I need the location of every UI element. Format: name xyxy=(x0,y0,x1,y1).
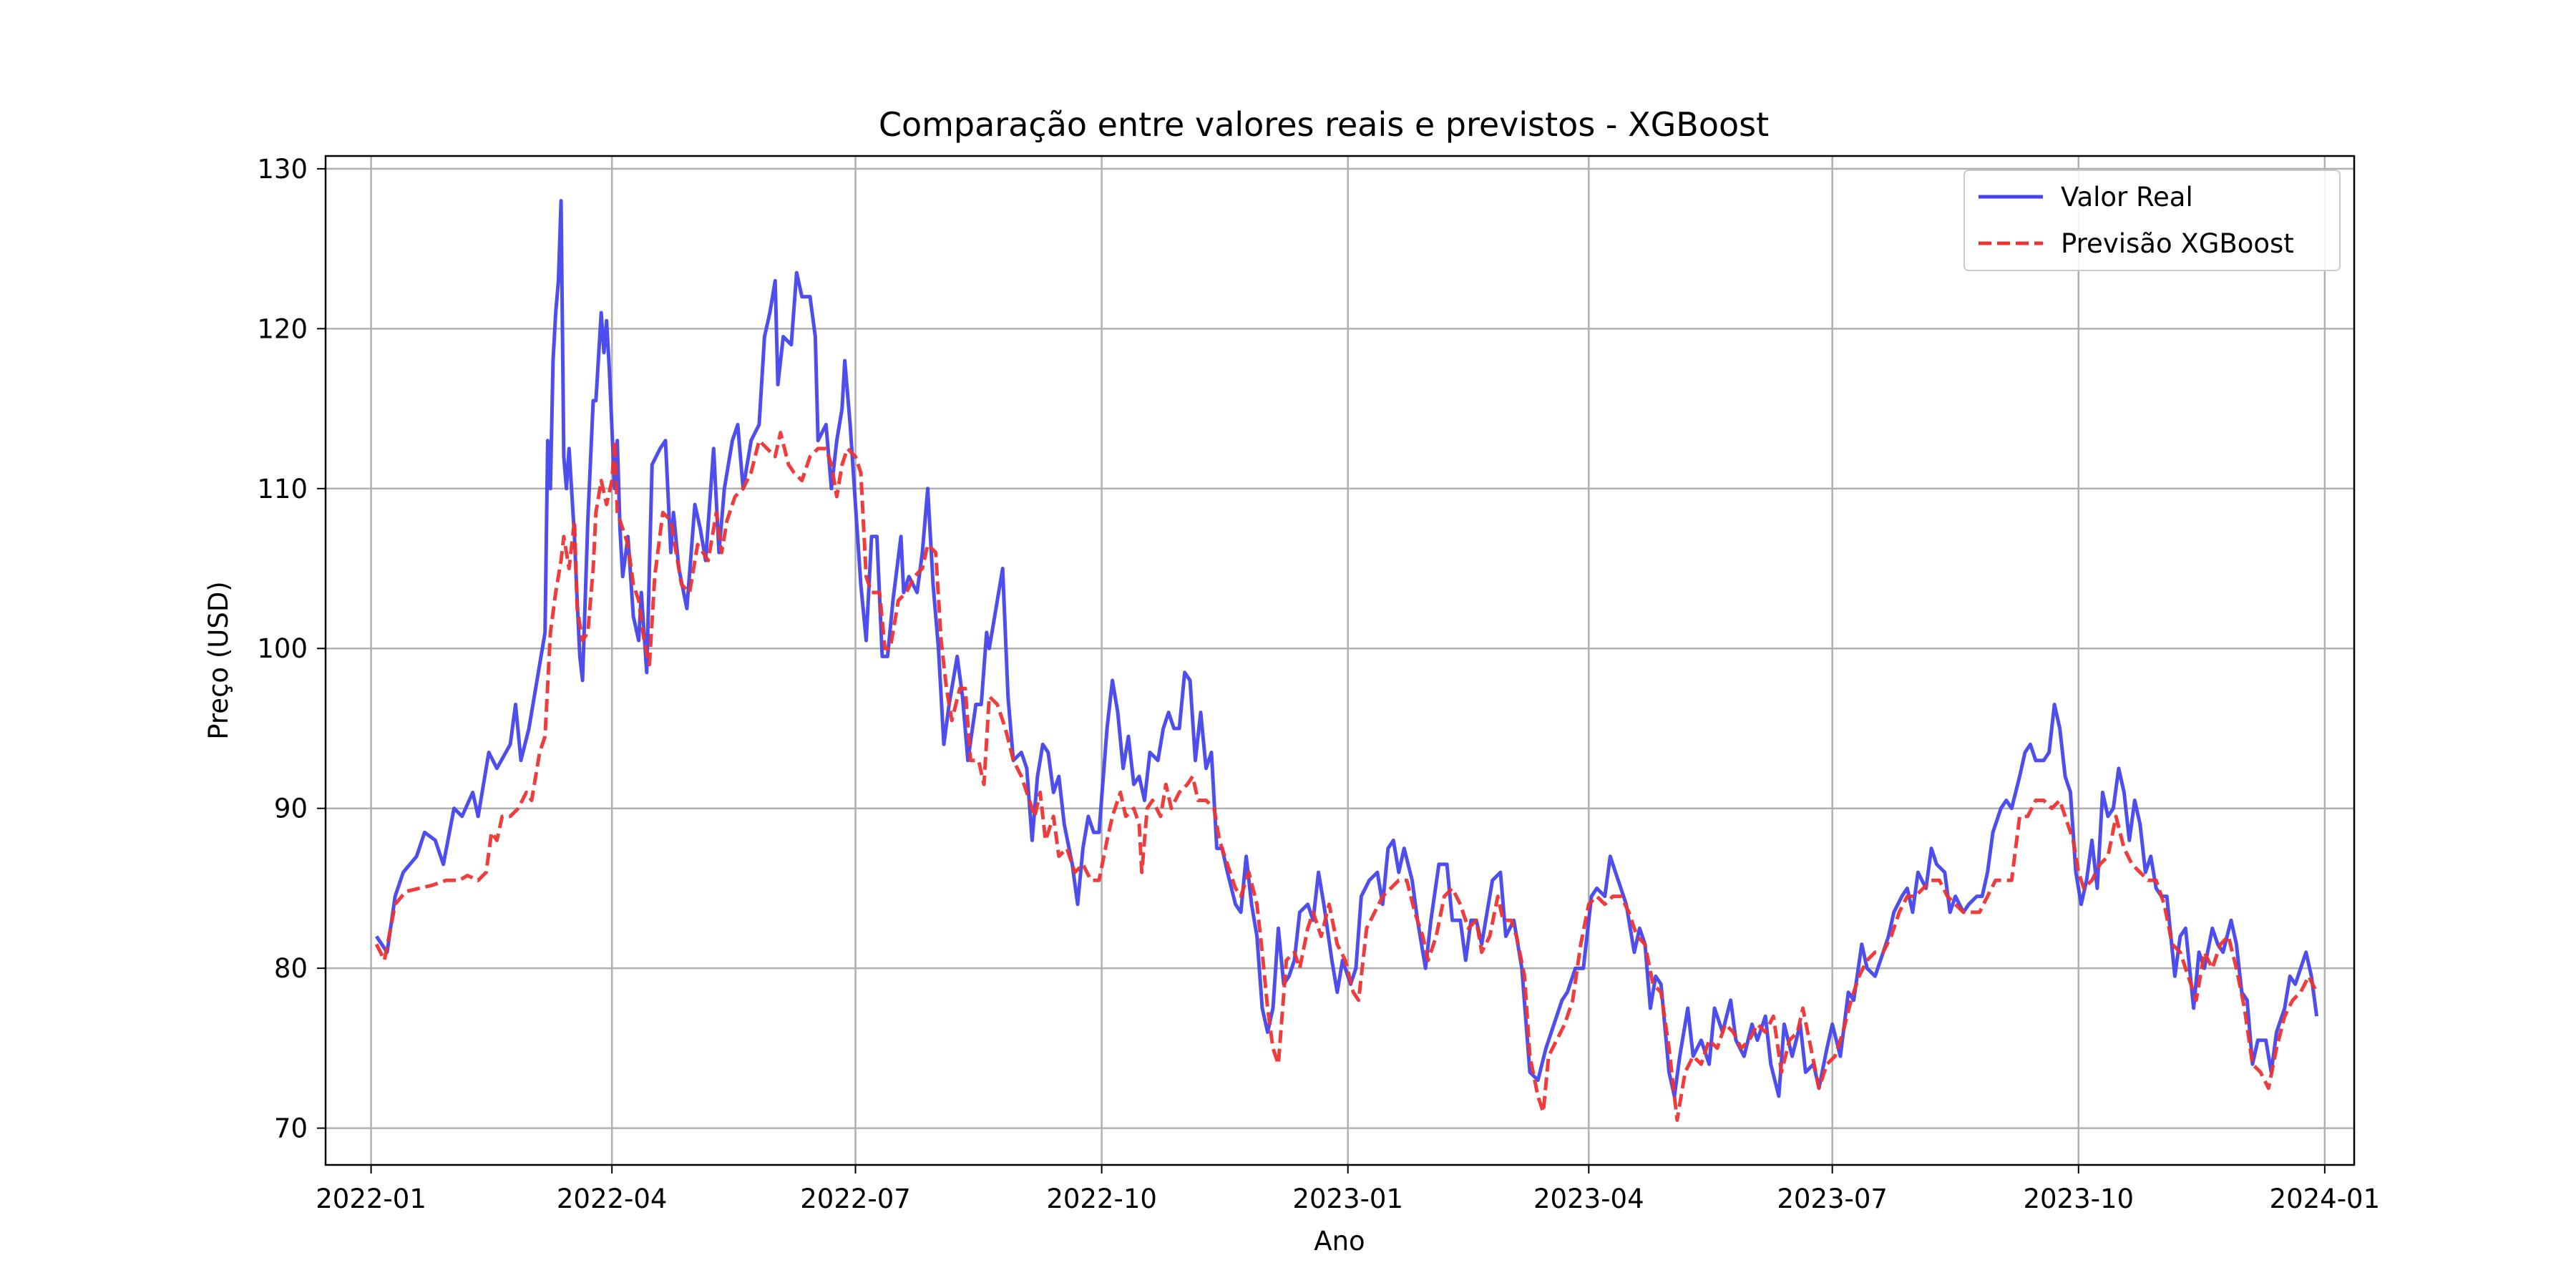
y-tick-label: 80 xyxy=(274,953,308,984)
x-axis-title: Ano xyxy=(1314,1226,1365,1257)
legend-label-previsao-xgboost: Previsão XGBoost xyxy=(2061,228,2294,259)
x-tick-label: 2024-01 xyxy=(2270,1184,2381,1214)
x-tick-label: 2023-04 xyxy=(1533,1184,1644,1214)
x-tick-label: 2022-04 xyxy=(557,1184,668,1214)
x-tick-label: 2023-07 xyxy=(1777,1184,1888,1214)
x-tick-label: 2023-10 xyxy=(2023,1184,2134,1214)
y-axis-title: Preço (USD) xyxy=(203,581,234,740)
x-axis: 2022-01 2022-04 2022-07 2022-10 2023-01 2023-… xyxy=(316,1165,2380,1214)
x-tick-label: 2022-07 xyxy=(800,1184,911,1214)
y-tick-label: 120 xyxy=(257,313,308,344)
y-tick-label: 110 xyxy=(257,474,308,504)
x-tick-label: 2022-01 xyxy=(316,1184,426,1214)
x-tick-label: 2023-01 xyxy=(1292,1184,1403,1214)
chart-title: Comparação entre valores reais e previst… xyxy=(879,105,1769,144)
y-axis: 70 80 90 100 110 120 130 xyxy=(257,154,326,1144)
series-line-previsao-xgboost xyxy=(374,431,2318,1122)
y-tick-label: 100 xyxy=(257,633,308,664)
legend: Valor Real Previsão XGBoost xyxy=(1963,170,2341,271)
legend-label-valor-real: Valor Real xyxy=(2061,182,2193,213)
plot-frame xyxy=(324,155,2356,1166)
y-tick-label: 130 xyxy=(257,154,308,185)
y-tick-label: 70 xyxy=(274,1113,308,1144)
series-line-valor-real xyxy=(375,199,2319,1098)
y-tick-label: 90 xyxy=(274,794,308,824)
legend-box xyxy=(1963,170,2341,271)
series-lines xyxy=(374,199,2319,1122)
x-tick-label: 2022-10 xyxy=(1046,1184,1157,1214)
